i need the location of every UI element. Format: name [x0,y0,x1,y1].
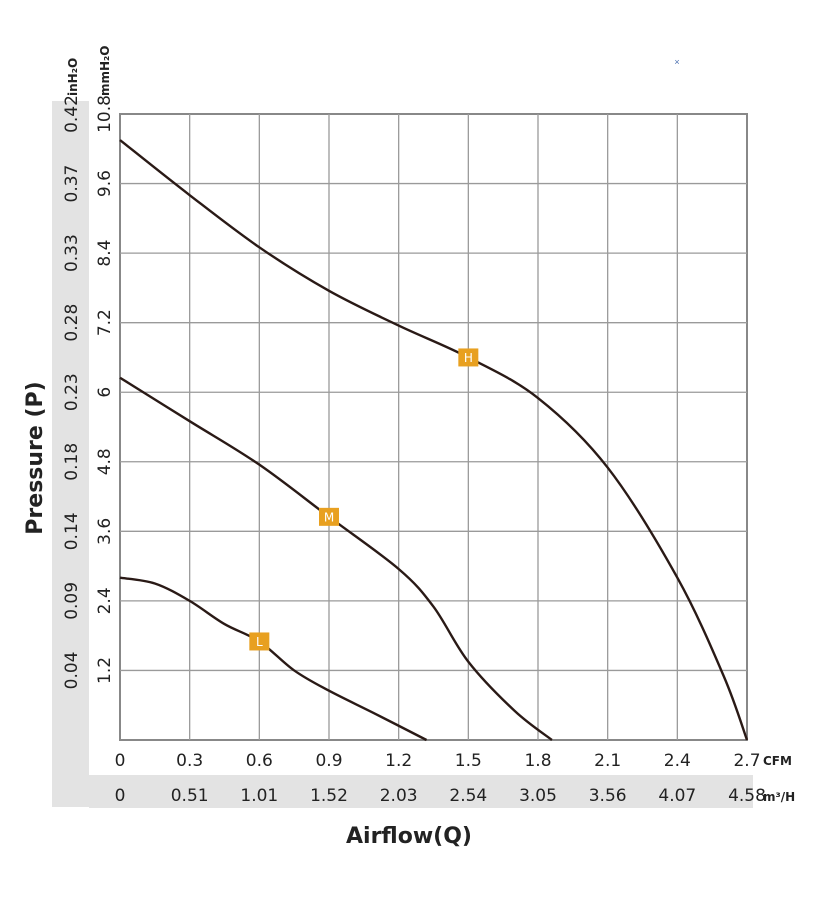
curve-label-l: L [256,635,263,649]
x-secondary-tick-label: 0.51 [171,786,209,806]
x-secondary-axis-band [89,775,753,808]
x-primary-tick-label: 2.7 [733,751,760,771]
x-secondary-tick-label: 2.03 [380,786,418,806]
x-axis-title: Airflow(Q) [346,824,472,849]
y-secondary-tick-label: 0.23 [62,373,82,411]
y-primary-tick-label: 7.2 [95,309,115,336]
plot-area: 0 0.3 0.6 0.9 1.2 1.5 1.8 2.1 2.4 2.7 0 0.51 1.01 1.5… [62,95,795,806]
x-primary-tick-label: 1.8 [524,751,551,771]
x-primary-tick-label: 2.1 [594,751,621,771]
stray-cross-mark: × [674,57,679,67]
y-secondary-unit: inH₂O [66,58,80,96]
y-primary-tick-label: 8.4 [95,240,115,267]
curve-marker-m [319,507,339,526]
curve-marker-h [458,348,479,367]
x-primary-tick-label: 0.6 [246,751,273,771]
x-primary-tick-label: 0 [115,751,126,771]
x-primary-unit: CFM [763,754,792,768]
y-secondary-axis-band [52,101,89,807]
curve-marker-l [249,632,270,651]
y-secondary-tick-label: 0.04 [62,652,82,690]
y-secondary-tick-label: 0.14 [62,512,82,550]
plot-frame [119,113,748,741]
y-primary-tick-label: 10.8 [95,95,115,133]
x-secondary-tick-label: 0 [115,786,126,806]
x-secondary-tick-label: 1.01 [240,786,278,806]
x-secondary-tick-label: 2.54 [449,786,487,806]
y-secondary-tick-label: 0.42 [62,95,82,133]
y-axis-title: Pressure (P) [23,381,48,534]
y-primary-unit: mmH₂O [98,45,112,96]
x-primary-tick-label: 2.4 [664,751,691,771]
x-primary-tick-label: 0.9 [315,751,342,771]
x-primary-tick-label: 0.3 [176,751,203,771]
curve-label-h: H [464,351,473,365]
x-secondary-unit: m³/H [763,790,795,804]
x-secondary-tick-label: 4.07 [658,786,696,806]
y-secondary-tick-label: 0.18 [62,443,82,481]
x-secondary-tick-label: 1.52 [310,786,348,806]
y-primary-tick-label: 9.6 [95,170,115,197]
y-secondary-tick-label: 0.09 [62,582,82,620]
x-secondary-tick-label: 4.58 [728,786,766,806]
curve-label-m: M [324,510,334,524]
x-secondary-tick-label: 3.05 [519,786,557,806]
y-secondary-tick-label: 0.33 [62,234,82,272]
y-primary-tick-label: 6 [95,387,115,398]
y-primary-tick-label: 2.4 [95,587,115,614]
y-primary-tick-label: 3.6 [95,518,115,545]
x-secondary-tick-label: 3.56 [589,786,627,806]
y-primary-tick-label: 4.8 [95,448,115,475]
y-secondary-tick-label: 0.37 [62,165,82,203]
curve-m [119,376,553,741]
x-primary-tick-label: 1.2 [385,751,412,771]
x-primary-tick-label: 1.5 [455,751,482,771]
y-secondary-tick-label: 0.28 [62,304,82,342]
y-primary-tick-label: 1.2 [95,657,115,684]
